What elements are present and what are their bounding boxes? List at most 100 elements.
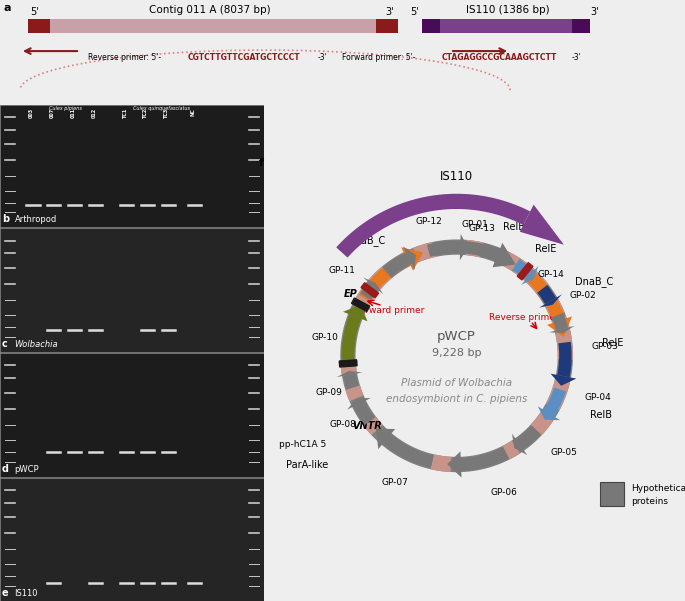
Text: RelE: RelE [534,244,556,254]
Bar [28,19,50,33]
Bar [572,19,590,33]
Polygon shape [361,282,379,298]
Polygon shape [551,374,576,386]
Text: GP-10: GP-10 [312,333,338,342]
Text: GP-05: GP-05 [550,448,577,457]
Text: c: c [2,339,8,349]
Polygon shape [517,263,533,280]
Text: b: b [2,214,9,224]
Text: GP-06: GP-06 [491,489,518,498]
Text: Culex quinquefasciatus: Culex quinquefasciatus [133,106,190,111]
Polygon shape [336,194,530,258]
Text: DnaB_C: DnaB_C [575,276,613,287]
Text: Culex pipiens: Culex pipiens [49,106,82,111]
Text: ParA-like: ParA-like [286,460,328,469]
Text: RelB: RelB [503,222,525,232]
Polygon shape [376,429,395,449]
Text: proteins: proteins [631,497,668,506]
Text: 9,228 bp: 9,228 bp [432,347,482,358]
Text: TC2: TC2 [143,108,149,118]
Text: RelE: RelE [602,338,623,348]
Bar [422,19,590,33]
Text: 012: 012 [91,108,97,118]
Text: TC3: TC3 [164,108,169,118]
Text: Wolbachia: Wolbachia [14,340,58,349]
Polygon shape [547,316,572,337]
Text: GP-02: GP-02 [570,291,597,300]
Polygon shape [353,401,375,425]
Text: Reverse primer: Reverse primer [489,313,559,322]
Text: TC1: TC1 [123,108,127,118]
Bar [0,105,264,227]
Bar [0,228,264,352]
Text: Arthropod: Arthropod [14,215,57,224]
Text: CGTCTTGTTCGATGCTCCCT: CGTCTTGTTCGATGCTCCCT [188,53,301,61]
Polygon shape [403,246,416,270]
Text: d: d [2,464,9,474]
Polygon shape [363,278,384,294]
Polygon shape [558,342,572,377]
Polygon shape [516,426,540,450]
Text: Hypothetical: Hypothetical [631,484,685,493]
Polygon shape [427,241,500,261]
Polygon shape [539,294,562,308]
Polygon shape [461,447,509,471]
Polygon shape [339,360,357,367]
Text: IS110: IS110 [14,589,38,598]
Text: NC: NC [190,108,195,116]
Polygon shape [347,398,371,410]
Text: GP-13: GP-13 [469,224,495,233]
Polygon shape [544,388,566,416]
Bar [422,19,440,33]
Polygon shape [359,254,410,302]
Text: GP-01: GP-01 [462,220,488,229]
Polygon shape [549,326,575,333]
Text: pWCP: pWCP [437,330,476,343]
Text: 003: 003 [29,108,34,118]
Text: Reverse primer: 5'-: Reverse primer: 5'- [88,53,161,61]
Polygon shape [336,371,362,377]
Text: 5': 5' [410,7,419,17]
Text: pp-hC1A 5: pp-hC1A 5 [279,441,326,450]
Text: EP: EP [345,289,358,299]
Text: a: a [4,3,12,13]
Text: DnaB_C: DnaB_C [347,234,386,246]
Polygon shape [493,243,516,267]
Polygon shape [343,305,367,322]
Text: endosymbiont in C. pipiens: endosymbiont in C. pipiens [386,394,527,404]
Polygon shape [460,234,468,260]
Polygon shape [520,205,564,245]
Text: Plasmid of Wolbachia: Plasmid of Wolbachia [401,378,512,388]
Polygon shape [342,314,361,360]
Polygon shape [343,374,359,389]
Polygon shape [538,406,560,420]
Polygon shape [493,243,503,267]
Text: GP-09: GP-09 [316,388,342,397]
Polygon shape [524,269,565,323]
Text: Forward primer: Forward primer [355,306,424,315]
Text: RelB: RelB [590,410,612,420]
Text: VNTR: VNTR [353,421,382,432]
Bar [28,19,398,33]
Text: IS110 (1386 bp): IS110 (1386 bp) [466,5,550,15]
Text: 3': 3' [590,7,599,17]
Polygon shape [433,241,460,255]
Bar [376,19,398,33]
Text: f: f [259,158,264,168]
Polygon shape [512,260,534,280]
Text: GP-07: GP-07 [382,478,408,487]
Polygon shape [383,252,412,277]
Text: IS110: IS110 [440,170,473,183]
Polygon shape [447,451,462,478]
Text: Forward primer: 5'-: Forward primer: 5'- [342,53,416,61]
Polygon shape [401,248,423,270]
Text: 3': 3' [385,7,394,17]
Text: pWCP: pWCP [14,465,39,474]
Text: e: e [2,588,9,598]
Polygon shape [360,282,378,300]
Text: GP-04: GP-04 [585,393,612,402]
Text: 007: 007 [49,108,55,118]
Text: GP-11: GP-11 [328,266,355,275]
Polygon shape [512,434,527,455]
Polygon shape [479,244,500,261]
